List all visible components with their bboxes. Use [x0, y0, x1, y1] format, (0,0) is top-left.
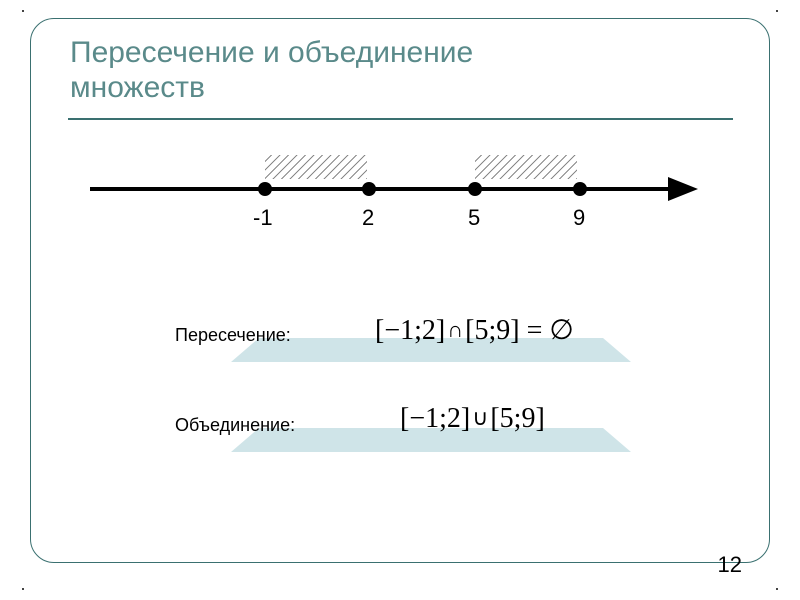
expr-c: 5: [500, 403, 514, 434]
expr-lb1: [: [400, 403, 409, 434]
expr-lb2: [: [490, 403, 499, 434]
intersection-row: Пересечение: [−1;2]∩[5;9] = ∅: [175, 318, 645, 378]
union-expression: [−1;2]∪[5;9]: [400, 403, 545, 435]
expr-rb1: ]: [461, 403, 470, 434]
point-9: [573, 182, 587, 196]
intersection-label: Пересечение:: [175, 325, 291, 346]
union-label: Объединение:: [175, 415, 295, 436]
point-neg1: [258, 182, 272, 196]
point-5: [468, 182, 482, 196]
point-2: [362, 182, 376, 196]
expr-s1: ;: [414, 315, 422, 346]
expr-rb2: ]: [535, 403, 544, 434]
point-label-5: 5: [468, 205, 480, 231]
number-line-diagram: -1 2 5 9: [90, 155, 700, 255]
expr-a: −1: [384, 315, 414, 346]
expr-d: 9: [496, 315, 510, 346]
page-title: Пересечение и объединение множеств: [70, 36, 473, 105]
point-label-2: 2: [362, 205, 374, 231]
corner-dot-icon: [22, 10, 24, 12]
expr-b: 2: [422, 315, 436, 346]
expr-rb1: ]: [436, 315, 445, 346]
expr-d: 9: [521, 403, 535, 434]
intersect-icon: ∩: [445, 317, 465, 343]
expr-eq: = ∅: [520, 315, 574, 346]
union-row: Объединение: [−1;2]∪[5;9]: [175, 408, 645, 468]
corner-dot-icon: [776, 10, 778, 12]
axis-arrowhead-icon: [668, 177, 698, 201]
expr-a: −1: [409, 403, 439, 434]
expr-b: 2: [447, 403, 461, 434]
corner-dot-icon: [776, 588, 778, 590]
hatch-region-1: [265, 155, 367, 179]
title-line-2: множеств: [70, 71, 205, 104]
hatch-region-2: [475, 155, 577, 179]
expr-s1: ;: [439, 403, 447, 434]
corner-dot-icon: [22, 588, 24, 590]
intersection-expression: [−1;2]∩[5;9] = ∅: [375, 313, 574, 347]
union-icon: ∪: [470, 405, 490, 431]
title-line-1: Пересечение и объединение: [70, 36, 473, 69]
expr-rb2: ]: [510, 315, 519, 346]
expr-lb1: [: [375, 315, 384, 346]
expr-c: 5: [474, 315, 488, 346]
point-label-neg1: -1: [253, 205, 273, 231]
title-underline: [68, 118, 733, 120]
page-number: 12: [718, 552, 742, 578]
point-label-9: 9: [573, 205, 585, 231]
